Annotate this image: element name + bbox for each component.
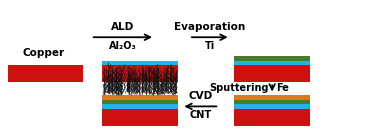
Text: ALD: ALD (111, 22, 135, 32)
Bar (102, 109, 178, 126)
Bar (234, 95, 310, 100)
Text: Copper: Copper (22, 48, 65, 58)
Bar (8, 65, 83, 82)
Bar (234, 65, 310, 82)
Bar (234, 104, 310, 109)
Text: Al₂O₃: Al₂O₃ (109, 41, 137, 51)
Bar (102, 104, 178, 109)
Bar (102, 100, 178, 104)
Bar (234, 61, 310, 65)
Text: CNT: CNT (189, 110, 211, 120)
Bar (234, 109, 310, 126)
Text: Ti: Ti (204, 41, 215, 51)
Bar (102, 65, 178, 82)
Text: CVD: CVD (188, 91, 212, 101)
Text: Evaporation: Evaporation (174, 22, 245, 32)
Text: Sputtering: Sputtering (209, 83, 268, 93)
Bar (234, 56, 310, 61)
Bar (102, 61, 178, 65)
Bar (102, 95, 178, 100)
Text: Fe: Fe (276, 83, 289, 93)
Bar (234, 100, 310, 104)
